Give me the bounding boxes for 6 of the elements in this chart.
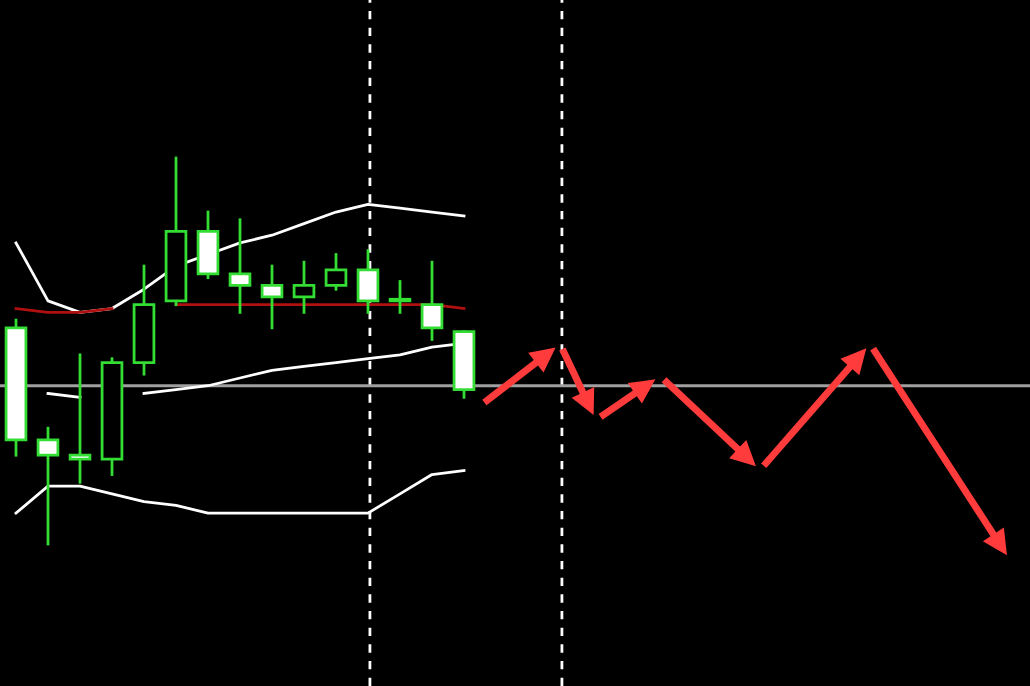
candlestick: [260, 264, 284, 330]
candlestick: [420, 260, 444, 341]
candlestick: [388, 280, 412, 314]
candlestick: [324, 253, 348, 291]
candlestick: [196, 210, 220, 280]
candlestick: [292, 260, 316, 314]
